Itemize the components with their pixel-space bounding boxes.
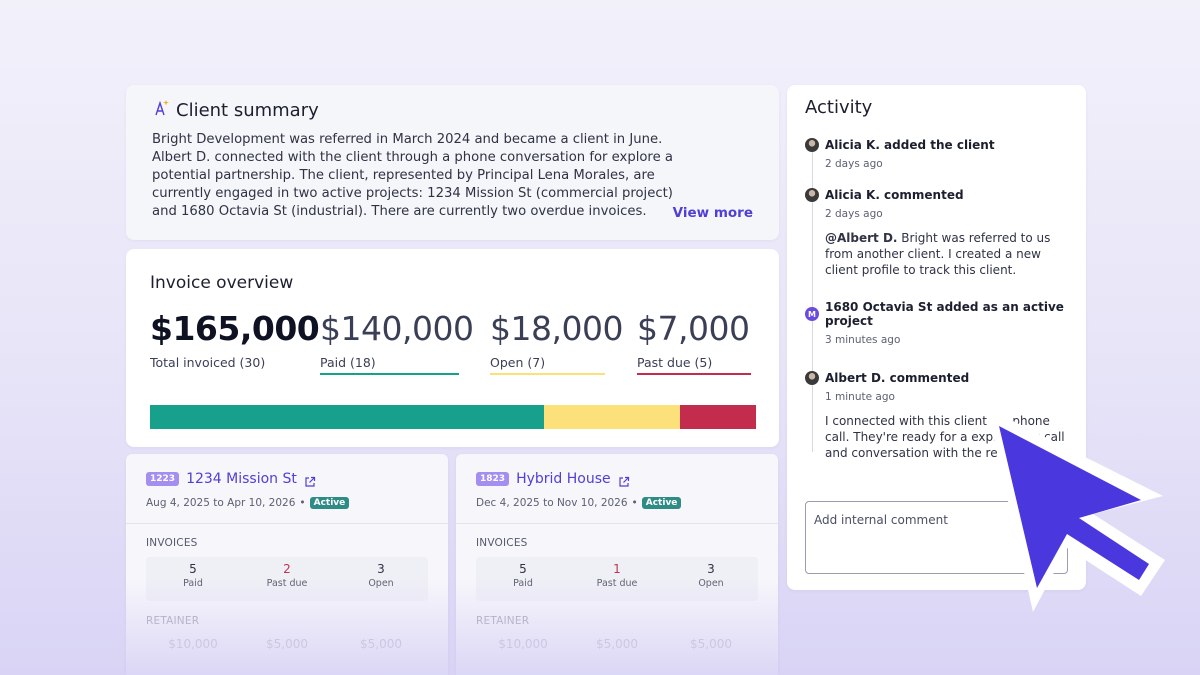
count-label: Paid <box>183 578 203 589</box>
project-card: 1823 Hybrid House Dec 4, 2025 to Nov 10,… <box>456 454 778 675</box>
invoice-count-open: 3 Open <box>334 557 428 601</box>
project-avatar: M <box>805 307 819 321</box>
retainer-section-label: RETAINER <box>146 615 200 627</box>
stat-past-due-label: Past due (5) <box>637 355 713 370</box>
project-id-badge: 1823 <box>476 472 510 486</box>
status-badge: Active <box>641 497 682 509</box>
activity-time: 2 days ago <box>825 158 883 170</box>
retainer-values: $10,000 $5,000 $5,000 <box>146 637 428 651</box>
invoice-count-paid: 5 Paid <box>476 557 570 601</box>
status-badge: Active <box>309 497 350 509</box>
count-value: 1 <box>613 562 621 576</box>
activity-item: M 1680 Octavia St added as an active pro… <box>805 300 1070 346</box>
retainer-section-label: RETAINER <box>476 615 530 627</box>
project-card-header: 1223 1234 Mission St Aug 4, 2025 to Apr … <box>126 454 448 524</box>
retainer-value: $10,000 <box>498 637 548 651</box>
activity-time: 1 minute ago <box>825 391 895 403</box>
project-invoice-counts: 5 Paid 1 Past due 3 Open <box>476 557 758 601</box>
client-summary-header: Client summary <box>152 99 753 121</box>
view-more-link[interactable]: View more <box>672 205 753 221</box>
client-summary-card: Client summary Bright Development was re… <box>126 85 779 240</box>
stat-open-amount: $18,000 <box>490 309 623 348</box>
activity-time: 3 minutes ago <box>825 334 901 346</box>
stat-total-amount: $165,000 <box>150 309 320 348</box>
invoice-stats: $165,000 Total invoiced (30) $140,000 Pa… <box>150 309 755 389</box>
invoice-count-paid: 5 Paid <box>146 557 240 601</box>
project-card: 1223 1234 Mission St Aug 4, 2025 to Apr … <box>126 454 448 675</box>
count-value: 5 <box>189 562 197 576</box>
count-value: 2 <box>283 562 291 576</box>
client-summary-title: Client summary <box>176 99 319 121</box>
count-value: 3 <box>377 562 385 576</box>
activity-item: Alicia K. added the client 2 days ago <box>805 138 1070 170</box>
activity-head: Alicia K. commented <box>825 188 964 202</box>
retainer-value: $10,000 <box>168 637 218 651</box>
retainer-value: $5,000 <box>690 637 732 651</box>
mouse-pointer-icon <box>987 408 1165 612</box>
bar-segment-open <box>543 405 681 429</box>
stat-total-label: Total invoiced (30) <box>150 355 266 370</box>
count-label: Open <box>368 578 394 589</box>
bar-segment-past-due <box>680 405 756 429</box>
stat-paid[interactable]: $140,000 Paid (18) <box>320 309 474 375</box>
activity-comment: @Albert D. Bright was referred to us fro… <box>825 230 1070 278</box>
activity-head: Albert D. commented <box>825 371 970 385</box>
retainer-value: $5,000 <box>596 637 638 651</box>
project-name-link[interactable]: 1234 Mission St <box>186 471 297 487</box>
count-label: Past due <box>266 578 308 589</box>
activity-time: 2 days ago <box>825 208 883 220</box>
dates-separator: • <box>631 497 638 509</box>
invoice-count-past-due: 1 Past due <box>570 557 664 601</box>
retainer-values: $10,000 $5,000 $5,000 <box>476 637 758 651</box>
activity-title: Activity <box>805 97 873 118</box>
bar-segment-paid <box>150 405 544 429</box>
retainer-value: $5,000 <box>266 637 308 651</box>
avatar <box>805 188 819 202</box>
invoice-count-open: 3 Open <box>664 557 758 601</box>
count-value: 3 <box>707 562 715 576</box>
avatar <box>805 371 819 385</box>
project-invoice-counts: 5 Paid 2 Past due 3 Open <box>146 557 428 601</box>
count-label: Open <box>698 578 724 589</box>
external-link-icon[interactable] <box>618 473 630 487</box>
stat-open-underline <box>490 373 605 375</box>
timeline-line <box>812 152 813 452</box>
invoices-section-label: INVOICES <box>146 537 198 549</box>
stat-open[interactable]: $18,000 Open (7) <box>490 309 623 375</box>
stat-past-due-underline <box>637 373 751 375</box>
invoice-overview-title: Invoice overview <box>150 273 294 293</box>
activity-head: 1680 Octavia St added as an active proje… <box>825 300 1064 328</box>
stat-past-due[interactable]: $7,000 Past due (5) <box>637 309 751 375</box>
avatar <box>805 138 819 152</box>
stat-past-due-amount: $7,000 <box>637 309 750 348</box>
mention[interactable]: @Albert D. <box>825 231 898 245</box>
stat-paid-amount: $140,000 <box>320 309 474 348</box>
invoice-progress-bar <box>150 405 756 429</box>
dates-separator: • <box>299 497 306 509</box>
invoices-section-label: INVOICES <box>476 537 528 549</box>
comment-text: Bright was referred to us from another c… <box>825 231 1051 277</box>
project-dates: Aug 4, 2025 to Apr 10, 2026 <box>146 497 296 509</box>
count-label: Paid <box>513 578 533 589</box>
invoice-count-past-due: 2 Past due <box>240 557 334 601</box>
stat-paid-underline <box>320 373 459 375</box>
invoice-overview-card: Invoice overview $165,000 Total invoiced… <box>126 249 779 447</box>
project-id-badge: 1223 <box>146 472 180 486</box>
count-value: 5 <box>519 562 527 576</box>
retainer-value: $5,000 <box>360 637 402 651</box>
activity-item: Alicia K. commented 2 days ago @Albert D… <box>805 188 1070 278</box>
external-link-icon[interactable] <box>304 473 316 487</box>
stat-total: $165,000 Total invoiced (30) <box>150 309 320 373</box>
project-dates: Dec 4, 2025 to Nov 10, 2026 <box>476 497 628 509</box>
activity-head: Alicia K. added the client <box>825 138 995 152</box>
stat-open-label: Open (7) <box>490 355 546 370</box>
count-label: Past due <box>596 578 638 589</box>
project-card-header: 1823 Hybrid House Dec 4, 2025 to Nov 10,… <box>456 454 778 524</box>
ai-sparkle-icon <box>152 99 170 121</box>
client-summary-text: Bright Development was referred in March… <box>152 132 673 219</box>
stat-paid-label: Paid (18) <box>320 355 376 370</box>
project-name-link[interactable]: Hybrid House <box>516 471 611 487</box>
